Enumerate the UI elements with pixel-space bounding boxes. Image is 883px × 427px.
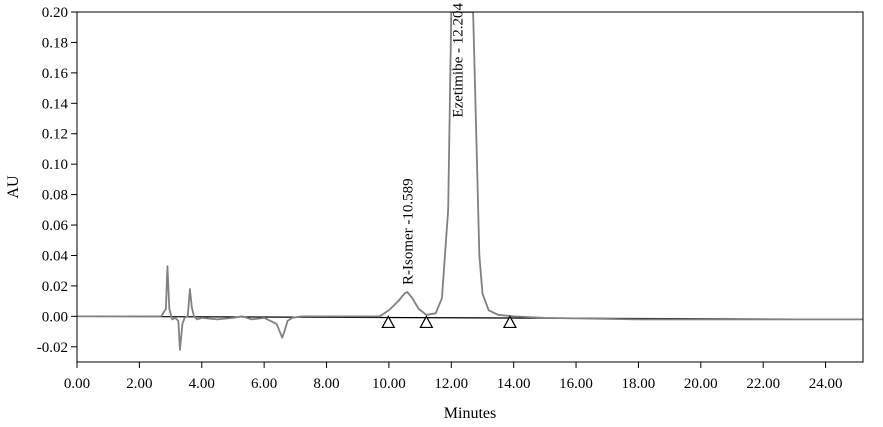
y-axis-ticks: -0.02 0.00 0.02 0.04 0.06 0.08 0.10 0.12 0.14 0.1… — [37, 5, 77, 356]
y-axis-title: AU — [5, 175, 22, 199]
chromatogram-trace — [77, 12, 863, 351]
x-tick-label: 22.00 — [746, 376, 780, 392]
x-tick-label: 4.00 — [189, 376, 215, 392]
y-tick-label: 0.04 — [42, 248, 69, 264]
integration-markers — [381, 315, 517, 329]
x-tick-label: 18.00 — [622, 376, 656, 392]
x-tick-label: 8.00 — [313, 376, 339, 392]
peak-labels: R-Isomer -10.589 Ezetimibe - 12.204 — [400, 3, 466, 285]
y-tick-label: 0.18 — [42, 35, 68, 51]
peak-label: R-Isomer -10.589 — [400, 178, 416, 285]
x-tick-label: 20.00 — [684, 376, 718, 392]
y-tick-label: 0.14 — [42, 96, 69, 112]
x-tick-label: 14.00 — [497, 376, 531, 392]
integration-marker — [381, 315, 396, 329]
x-tick-label: 16.00 — [559, 376, 593, 392]
x-tick-label: 24.00 — [809, 376, 843, 392]
x-tick-label: 0.00 — [64, 376, 90, 392]
integration-marker — [419, 315, 434, 329]
y-tick-label: 0.06 — [42, 218, 69, 234]
x-tick-label: 10.00 — [372, 376, 406, 392]
x-axis-ticks: 0.00 2.00 4.00 6.00 8.00 10.00 12.00 14.00 16.00… — [64, 362, 843, 392]
y-tick-label: 0.12 — [42, 127, 68, 143]
y-tick-label: 0.10 — [42, 157, 68, 173]
peak-label: Ezetimibe - 12.204 — [451, 3, 467, 118]
x-tick-label: 6.00 — [251, 376, 277, 392]
integration-marker — [502, 315, 517, 329]
y-tick-label: 0.00 — [42, 309, 68, 325]
x-tick-label: 12.00 — [434, 376, 468, 392]
plot-frame — [76, 11, 864, 363]
y-tick-label: 0.16 — [42, 66, 69, 82]
y-tick-label: 0.08 — [42, 188, 68, 204]
y-tick-label: 0.20 — [42, 5, 68, 21]
x-tick-label: 2.00 — [126, 376, 152, 392]
y-tick-label: 0.02 — [42, 279, 68, 295]
x-axis-title: Minutes — [444, 405, 496, 422]
plot-content — [77, 12, 863, 351]
y-tick-label: -0.02 — [37, 340, 68, 356]
